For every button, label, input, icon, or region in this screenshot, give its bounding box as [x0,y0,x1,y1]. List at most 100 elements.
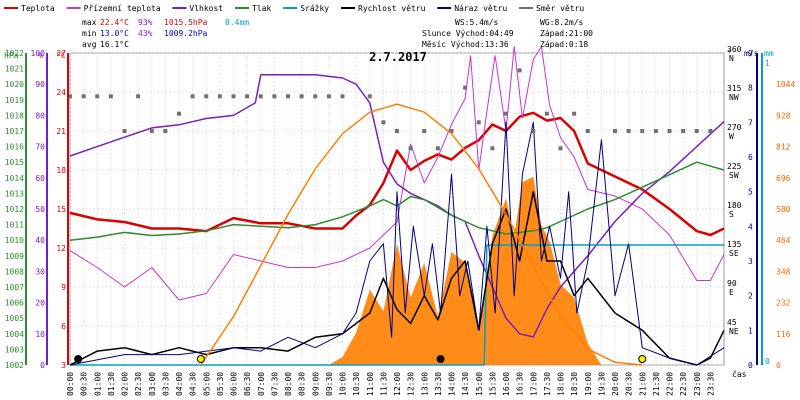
wind-direction-point [504,111,508,116]
solar-tick-label: 580 [776,205,791,214]
humidity-tick-label: 100 [31,49,46,58]
humidity-tick-label: 70 [35,143,45,152]
solar-area-layer [70,176,724,365]
solar-tick-label: 696 [776,174,791,183]
x-tick-label: 09:00 [311,372,320,396]
stat-min-temp: 13.0°C [100,29,129,38]
direction-tick-label: 90 [727,279,737,288]
temperature-tick-label: 15 [56,205,66,214]
pressure-tick-label: 1003 [5,345,24,354]
wind-direction-point [136,94,141,99]
wind-direction-point [572,111,577,116]
pressure-tick-label: 1010 [5,236,24,245]
x-tick-label: 00:00 [66,372,75,396]
rain-tick-label: 1 [765,59,770,68]
series-rychlost-v-tru [69,190,725,366]
pressure-tick-label: 1021 [5,65,24,74]
pressure-tick-label: 1008 [5,267,24,276]
pressure-tick-label: 1006 [5,299,24,308]
humidity-tick-label: 40 [35,236,45,245]
x-tick-label: 13:00 [420,372,429,396]
wind-direction-point [217,94,222,99]
series-slune-n-z-en- [70,176,724,365]
pressure-axis-label: hPa [4,51,19,60]
solar-tick-label: 0 [776,361,781,370]
stat-rain: 0.4mm [225,18,249,27]
wind-tick-label: 3 [748,257,753,266]
x-tick-label: 14:00 [448,372,457,396]
wind-direction-point [681,129,686,133]
x-tick-label: 18:30 [570,372,579,396]
x-tick-label: 06:30 [243,372,252,396]
stat-min-hum: 43% [138,29,153,38]
direction-tick-label: 270 [727,123,742,132]
legend-label-sr-ky: Srážky [300,4,329,13]
wind-direction-point [340,94,345,99]
wind-direction-point [108,94,113,99]
x-tick-label: 15:00 [475,372,484,396]
pressure-tick-label: 1014 [5,174,24,183]
sunset-time: Západ:21:00 [540,29,593,38]
wind-direction-point [708,129,713,133]
legend-label-tlak: Tlak [252,4,271,13]
direction-tick-label: 315 [727,84,742,93]
wind-direction-point [490,146,495,151]
wind-direction-point [408,146,413,151]
humidity-tick-label: 20 [35,299,45,308]
wind-direction-point [531,129,536,133]
series-p-zemn-teplota [69,46,725,301]
wind-tick-label: 1 [748,326,753,335]
wind-gust-max: WG:8.2m/s [540,18,584,27]
wind-direction-point [367,94,372,99]
pressure-tick-label: 1015 [5,158,24,167]
x-axis-label: čas [732,369,747,379]
pressure-tick-label: 1018 [5,111,24,120]
humidity-tick-label: 80 [35,111,45,120]
x-tick-label: 05:30 [216,372,225,396]
series-teplota [69,111,725,237]
series-n-raz-v-tru [69,121,725,366]
pressure-tick-label: 1017 [5,127,24,136]
x-tick-label: 04:30 [189,372,198,396]
wind-direction-point [163,129,168,133]
x-tick-label: 13:30 [434,372,443,396]
solar-tick-label: 232 [776,299,791,308]
x-tick-label: 06:00 [230,372,239,396]
pressure-tick-label: 1022 [5,49,24,58]
moonrise-marker [436,355,445,363]
sunrise-marker [196,355,205,363]
x-tick-label: 07:30 [270,372,279,396]
solar-tick-label: 1044 [776,80,795,89]
humidity-axis-label: % [38,51,43,60]
direction-tick-dir: SW [729,171,739,180]
humidity-tick-label: 30 [35,267,45,276]
pressure-tick-label: 1016 [5,143,24,152]
grid [69,52,725,366]
moon-times: Měsíc Východ:13:36 [422,40,509,49]
pressure-tick-label: 1002 [5,361,24,370]
wind-direction-point [544,111,549,116]
pressure-tick-label: 1009 [5,252,24,261]
x-tick-label: 01:30 [107,372,116,396]
series-sr-ky [70,244,724,366]
x-tick-label: 12:00 [393,372,402,396]
axes-layer: 00:00 00:30 01:00 01:30 02:00 02:30 03:00 03:30… [4,45,795,396]
temperature-tick-label: 9 [61,283,66,292]
legend-label-rychlost-v-tru: Rychlost větru [358,4,426,13]
humidity-tick-label: 0 [40,361,45,370]
wind-direction-point [326,94,331,99]
pressure-tick-label: 1004 [5,330,24,339]
sunset-marker [638,355,647,363]
x-tick-label: 03:00 [148,372,157,396]
temperature-tick-label: 6 [61,322,66,331]
stat-min-label: min [82,29,97,38]
wind-direction-point [463,85,468,90]
x-tick-label: 08:00 [284,372,293,396]
temperature-tick-label: 21 [56,127,66,136]
x-tick-label: 16:30 [516,372,525,396]
x-tick-label: 19:00 [584,372,593,396]
legend: Teplota Přízemní teplota Vlhkost Tlak Srážky… [4,4,584,13]
wind-direction-point [190,94,195,99]
temperature-tick-label: 12 [56,244,66,253]
stat-max-press: 1015.5hPa [164,18,208,27]
